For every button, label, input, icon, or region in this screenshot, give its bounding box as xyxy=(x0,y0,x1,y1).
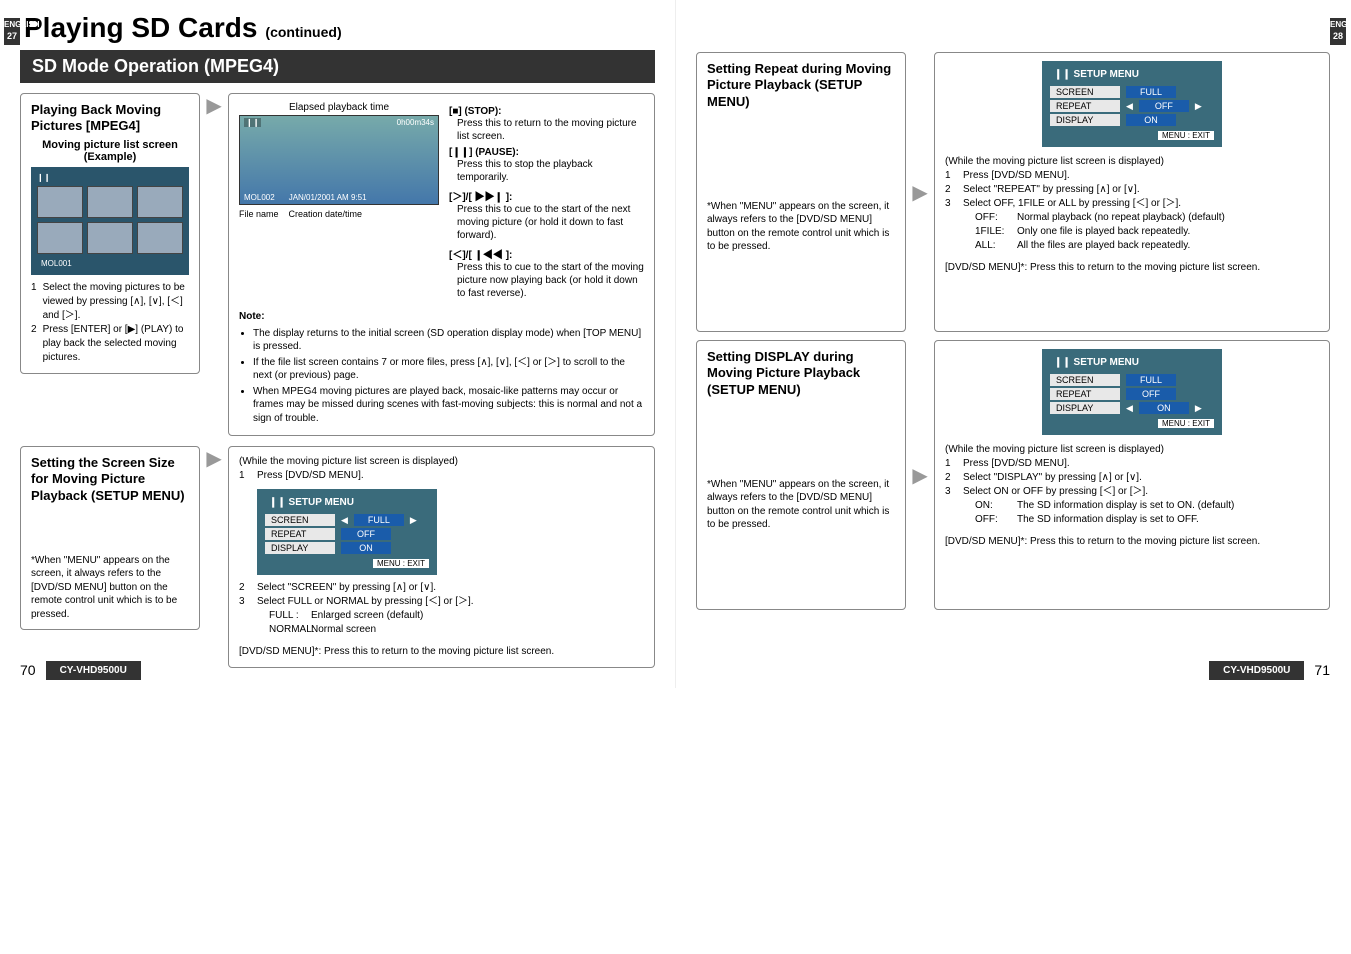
thumb xyxy=(37,186,83,218)
page-title-row: Playing SD Cards (continued) xyxy=(24,12,655,44)
thumb xyxy=(87,222,133,254)
dvd-note: [DVD/SD MENU]*: Press this to return to … xyxy=(945,535,1319,549)
playing-back-card: Playing Back Moving Pictures [MPEG4] Mov… xyxy=(20,93,200,374)
display-setting-title: Setting DISPLAY during Moving Picture Pl… xyxy=(707,349,895,398)
thumb xyxy=(87,186,133,218)
repeat-card-col: Setting Repeat during Moving Picture Pla… xyxy=(696,52,906,332)
controls-list: [■] (STOP): Press this to return to the … xyxy=(449,106,644,300)
side-tab-left: ENGLISH 27 xyxy=(4,18,20,45)
footer-right: CY-VHD9500U 71 xyxy=(1209,661,1330,680)
menu-note: *When "MENU" appears on the screen, it a… xyxy=(707,478,895,532)
screen-setting-card: Setting the Screen Size for Moving Pictu… xyxy=(20,446,200,630)
page-number: 71 xyxy=(1314,662,1330,678)
model-badge: CY-VHD9500U xyxy=(1209,661,1304,680)
thumb xyxy=(137,222,183,254)
menu-note: *When "MENU" appears on the screen, it a… xyxy=(707,200,895,254)
side-tab-right: ENGLISH 28 xyxy=(1330,18,1346,45)
screen-steps-card: (While the moving picture list screen is… xyxy=(228,446,655,668)
arrow-icon: ▶ xyxy=(208,446,220,471)
dvd-note: [DVD/SD MENU]*: Press this to return to … xyxy=(239,645,644,659)
elapsed-label: Elapsed playback time xyxy=(239,102,439,113)
menu-exit-label: MENU : EXIT xyxy=(373,559,429,568)
playback-detail-card: Elapsed playback time ❙❙ 0h00m34s MOL002… xyxy=(228,93,655,436)
thumb xyxy=(37,222,83,254)
arrow-icon: ▶ xyxy=(914,52,926,332)
subtitle: (continued) xyxy=(265,24,341,40)
page-number: 70 xyxy=(20,662,36,678)
file-name-label: File name xyxy=(239,209,279,219)
note-block: Note: The display returns to the initial… xyxy=(239,310,644,425)
main-title: Playing SD Cards xyxy=(24,12,257,44)
model-badge: CY-VHD9500U xyxy=(46,661,141,680)
date-time-label: Creation date/time xyxy=(289,209,363,219)
screen-setting-title: Setting the Screen Size for Moving Pictu… xyxy=(31,455,189,504)
example-title: Moving picture list screen (Example) xyxy=(31,139,189,163)
thumb xyxy=(137,186,183,218)
repeat-setting-title: Setting Repeat during Moving Picture Pla… xyxy=(707,61,895,110)
setup-menu-display: ❙❙ SETUP MENU SCREENFULL REPEATOFF DISPL… xyxy=(1042,349,1222,435)
playback-preview: ❙❙ 0h00m34s MOL002 JAN/01/2001 AM 9:51 xyxy=(239,115,439,205)
display-setting-card: Setting DISPLAY during Moving Picture Pl… xyxy=(696,340,906,610)
thumb-grid: ❙❙ MOL001 xyxy=(31,167,189,275)
setup-menu-repeat: ❙❙ SETUP MENU SCREENFULL REPEAT◀OFF▶ DIS… xyxy=(1042,61,1222,147)
arrow-icon: ▶ xyxy=(208,93,220,118)
display-card-col: Setting DISPLAY during Moving Picture Pl… xyxy=(696,340,906,610)
repeat-steps-card: ❙❙ SETUP MENU SCREENFULL REPEAT◀OFF▶ DIS… xyxy=(934,52,1330,332)
arrow-icon: ▶ xyxy=(914,340,926,610)
display-steps-card: ❙❙ SETUP MENU SCREENFULL REPEATOFF DISPL… xyxy=(934,340,1330,610)
repeat-setting-card: Setting Repeat during Moving Picture Pla… xyxy=(696,52,906,332)
thumb-label: MOL001 xyxy=(37,258,183,269)
menu-note: *When "MENU" appears on the screen, it a… xyxy=(31,554,189,622)
section-bar: SD Mode Operation (MPEG4) xyxy=(20,50,655,83)
footer-left: 70 CY-VHD9500U xyxy=(20,661,141,680)
dvd-note: [DVD/SD MENU]*: Press this to return to … xyxy=(945,261,1319,275)
playing-back-title: Playing Back Moving Pictures [MPEG4] xyxy=(31,102,189,135)
setup-menu: ❙❙ SETUP MENU SCREEN◀FULL▶ REPEATOFF DIS… xyxy=(257,489,437,575)
